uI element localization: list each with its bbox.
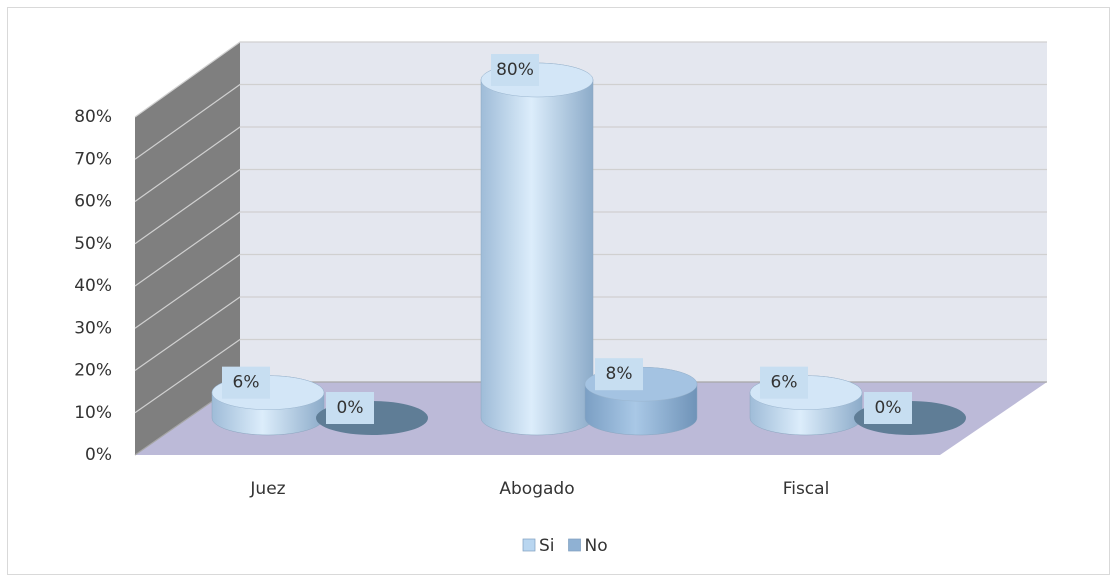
data-label: 6% — [771, 373, 798, 393]
y-tick-label: 20% — [74, 361, 112, 381]
data-label-box — [760, 366, 808, 399]
data-label-box — [595, 358, 643, 391]
x-tick-label: Juez — [249, 479, 285, 499]
data-label: 0% — [875, 398, 902, 418]
y-tick-label: 60% — [74, 192, 112, 212]
x-tick-label: Abogado — [499, 479, 574, 499]
y-tick-label: 30% — [74, 318, 112, 338]
grid-line — [134, 41, 1047, 118]
grid-line — [134, 338, 1047, 414]
grid-line — [134, 126, 1047, 202]
data-label: 8% — [606, 364, 633, 384]
y-tick-label: 80% — [74, 107, 112, 127]
legend-label: Si — [539, 536, 555, 556]
y-tick-label: 40% — [74, 276, 112, 296]
data-label-box — [326, 392, 374, 424]
data-label-box — [491, 54, 539, 86]
y-tick-label: 50% — [74, 234, 112, 254]
legend-swatch — [568, 538, 581, 552]
grid-line — [134, 168, 1047, 245]
y-tick-label: 70% — [74, 149, 112, 169]
data-label: 0% — [337, 398, 364, 418]
data-label: 6% — [233, 373, 260, 393]
data-label-box — [864, 392, 912, 424]
legend-label: No — [585, 536, 608, 556]
grid-line — [134, 253, 1047, 329]
legend-swatch — [522, 538, 536, 552]
y-tick-label: 0% — [85, 445, 112, 465]
x-tick-label: Fiscal — [783, 479, 830, 499]
data-label-box — [222, 366, 270, 399]
data-label: 80% — [496, 60, 534, 80]
y-tick-label: 10% — [74, 403, 112, 423]
grid-line — [134, 211, 1047, 287]
chart-border — [7, 7, 1110, 575]
grid-line — [134, 83, 1047, 160]
bar — [480, 62, 594, 436]
grid-line — [134, 296, 1047, 371]
